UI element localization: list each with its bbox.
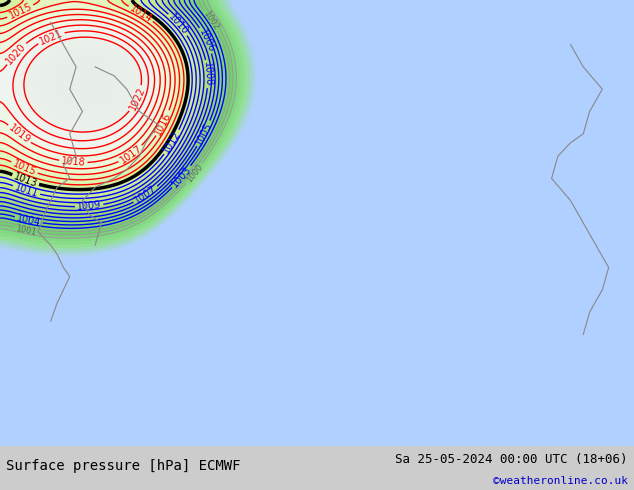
Text: 1021: 1021 [37,28,64,47]
Text: 1006: 1006 [197,27,216,53]
Text: Surface pressure [hPa] ECMWF: Surface pressure [hPa] ECMWF [6,459,241,473]
Text: 1001: 1001 [15,224,37,237]
Text: 1014: 1014 [128,3,154,24]
Text: 1005: 1005 [194,121,214,147]
Text: 1017: 1017 [118,144,144,166]
Text: 1015: 1015 [11,159,37,177]
Text: 1000: 1000 [184,162,204,184]
Text: ©weatheronline.co.uk: ©weatheronline.co.uk [493,476,628,486]
Text: 1004: 1004 [16,213,42,228]
Text: 1022: 1022 [127,86,146,112]
Text: 1012: 1012 [162,129,183,155]
Text: 1020: 1020 [4,41,28,66]
Text: 1018: 1018 [61,156,86,168]
Text: 1019: 1019 [6,123,32,146]
Text: 1010: 1010 [167,12,190,37]
Text: 1015: 1015 [7,1,34,21]
Text: 1013: 1013 [12,171,39,189]
Text: 1003: 1003 [170,164,193,190]
Text: Sa 25-05-2024 00:00 UTC (18+06): Sa 25-05-2024 00:00 UTC (18+06) [395,453,628,466]
Text: 1007: 1007 [133,184,159,206]
Text: 1009: 1009 [77,200,102,212]
Text: 1008: 1008 [202,61,213,86]
Text: 1002: 1002 [202,9,221,31]
Text: 1011: 1011 [13,182,39,199]
Text: 1016: 1016 [153,110,173,136]
